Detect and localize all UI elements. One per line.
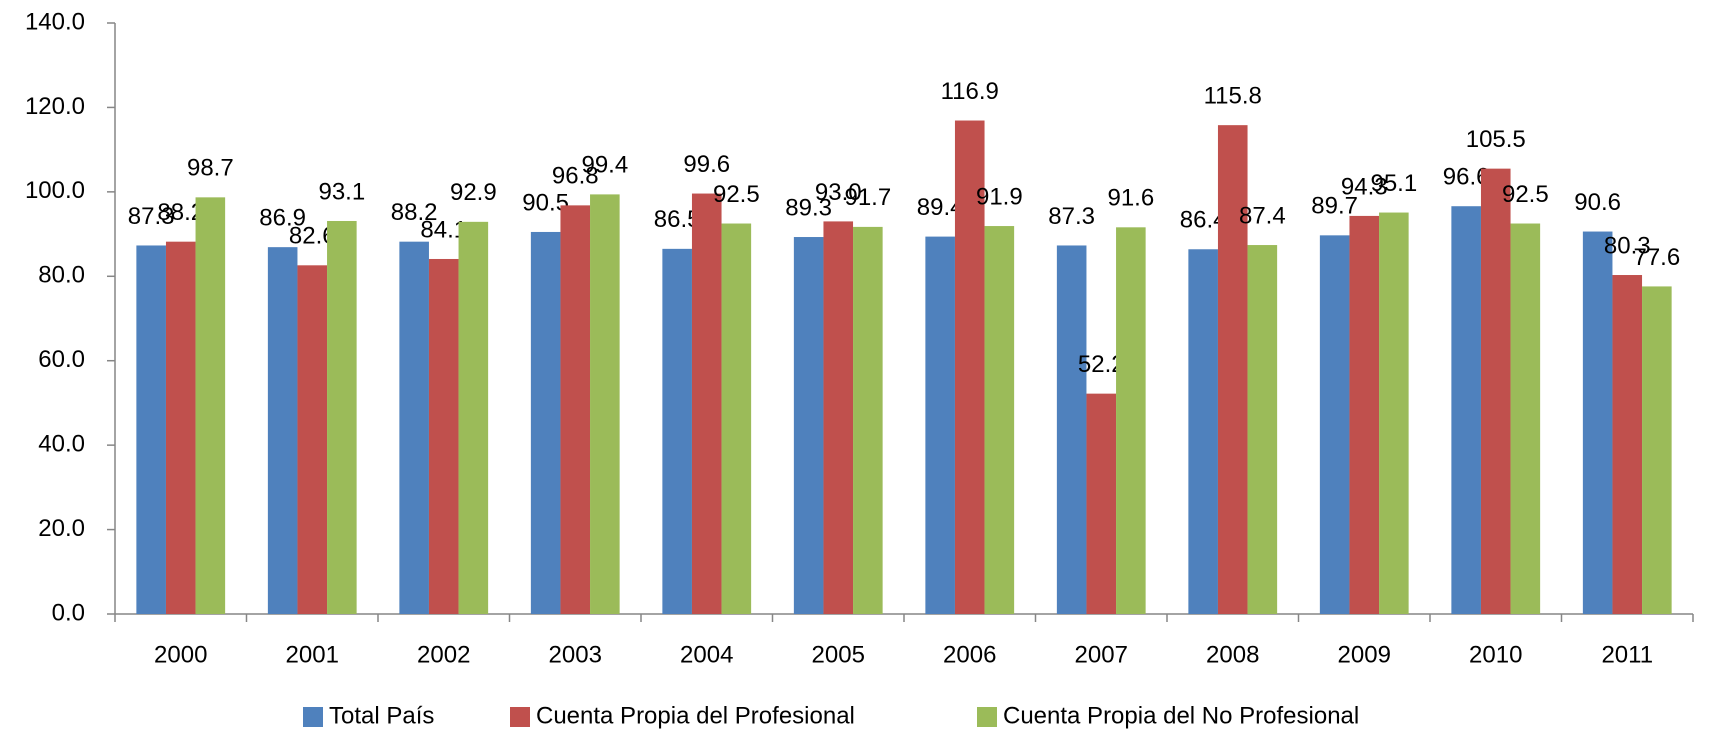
value-label: 89.7 (1311, 193, 1358, 220)
y-tick-label: 0.0 (52, 599, 85, 626)
y-tick-label: 40.0 (38, 430, 85, 457)
bar (954, 120, 985, 614)
value-label: 91.6 (1107, 185, 1154, 212)
value-label: 91.7 (844, 184, 891, 211)
y-tick-label: 20.0 (38, 515, 85, 542)
value-label: 88.2 (391, 199, 438, 226)
bar (165, 241, 196, 615)
bar (530, 231, 561, 615)
bar (1642, 286, 1672, 614)
value-label: 116.9 (941, 78, 999, 105)
value-label: 89.3 (785, 194, 832, 221)
x-tick-label: 2009 (1338, 641, 1391, 668)
x-tick-label: 2010 (1469, 641, 1522, 668)
bar (1451, 206, 1481, 614)
bar (1086, 393, 1117, 614)
bar (721, 223, 752, 614)
value-label: 92.9 (450, 179, 497, 206)
x-tick-label: 2004 (680, 641, 733, 668)
bar (1612, 275, 1643, 614)
bar (297, 265, 328, 614)
y-tick-label: 120.0 (25, 93, 85, 120)
value-label: 93.1 (318, 178, 365, 205)
bar (428, 258, 459, 614)
bar (984, 226, 1015, 614)
x-tick-label: 2003 (549, 641, 602, 668)
bar (1217, 125, 1248, 614)
bar (823, 221, 854, 614)
legend-swatch (510, 707, 530, 727)
x-tick-label: 2001 (286, 641, 339, 668)
bar (327, 220, 357, 615)
value-label: 92.5 (713, 181, 760, 208)
bar (458, 221, 489, 614)
value-label: 87.4 (1239, 202, 1286, 229)
value-label: 86.9 (259, 205, 306, 232)
value-label: 115.8 (1204, 83, 1262, 110)
x-tick-label: 2008 (1206, 641, 1259, 668)
value-label: 96.8 (552, 163, 599, 190)
bar (1582, 231, 1613, 614)
bar (691, 193, 722, 614)
value-label: 95.1 (1370, 170, 1417, 197)
bar (1188, 249, 1218, 615)
x-tick-label: 2006 (943, 641, 996, 668)
bar (1116, 227, 1146, 614)
bar (1510, 223, 1541, 614)
x-tick-label: 2011 (1601, 641, 1653, 668)
x-tick-label: 2000 (154, 641, 207, 668)
value-label: 99.4 (581, 152, 628, 179)
x-tick-label: 2002 (417, 641, 470, 668)
bar (1247, 245, 1278, 614)
value-label: 87.3 (1048, 203, 1095, 230)
bar (1480, 168, 1511, 614)
bar (267, 247, 298, 615)
value-label: 77.6 (1633, 244, 1680, 271)
bar (1056, 245, 1087, 614)
bar (399, 241, 429, 615)
bar (853, 226, 883, 614)
bar (1379, 212, 1409, 614)
y-tick-label: 60.0 (38, 346, 85, 373)
bar (793, 237, 824, 614)
value-label: 93.0 (815, 179, 862, 206)
bar (662, 248, 692, 614)
value-label: 91.9 (976, 183, 1023, 210)
value-label: 99.6 (683, 151, 730, 178)
bar (925, 236, 955, 614)
value-label: 80.3 (1604, 232, 1651, 259)
value-label: 105.5 (1466, 126, 1526, 153)
value-label: 92.5 (1502, 181, 1549, 208)
bar (195, 197, 226, 614)
legend-swatch (303, 707, 323, 727)
y-tick-label: 100.0 (25, 177, 85, 204)
value-label: 98.7 (187, 155, 234, 182)
x-tick-label: 2007 (1075, 641, 1128, 668)
legend-label: Cuenta Propia del No Profesional (1003, 702, 1359, 729)
value-label: 87.3 (128, 203, 175, 230)
bar (590, 194, 620, 614)
y-tick-label: 80.0 (38, 262, 85, 289)
value-label: 94.3 (1341, 173, 1388, 200)
bar (1319, 235, 1350, 614)
x-tick-label: 2005 (812, 641, 865, 668)
legend-label: Total País (329, 702, 434, 729)
bar (136, 245, 166, 614)
value-label: 90.6 (1574, 189, 1621, 216)
bar (1349, 215, 1380, 614)
bar (560, 205, 591, 614)
y-tick-label: 140.0 (25, 8, 85, 35)
legend-label: Cuenta Propia del Profesional (536, 702, 855, 729)
legend-swatch (977, 707, 997, 727)
